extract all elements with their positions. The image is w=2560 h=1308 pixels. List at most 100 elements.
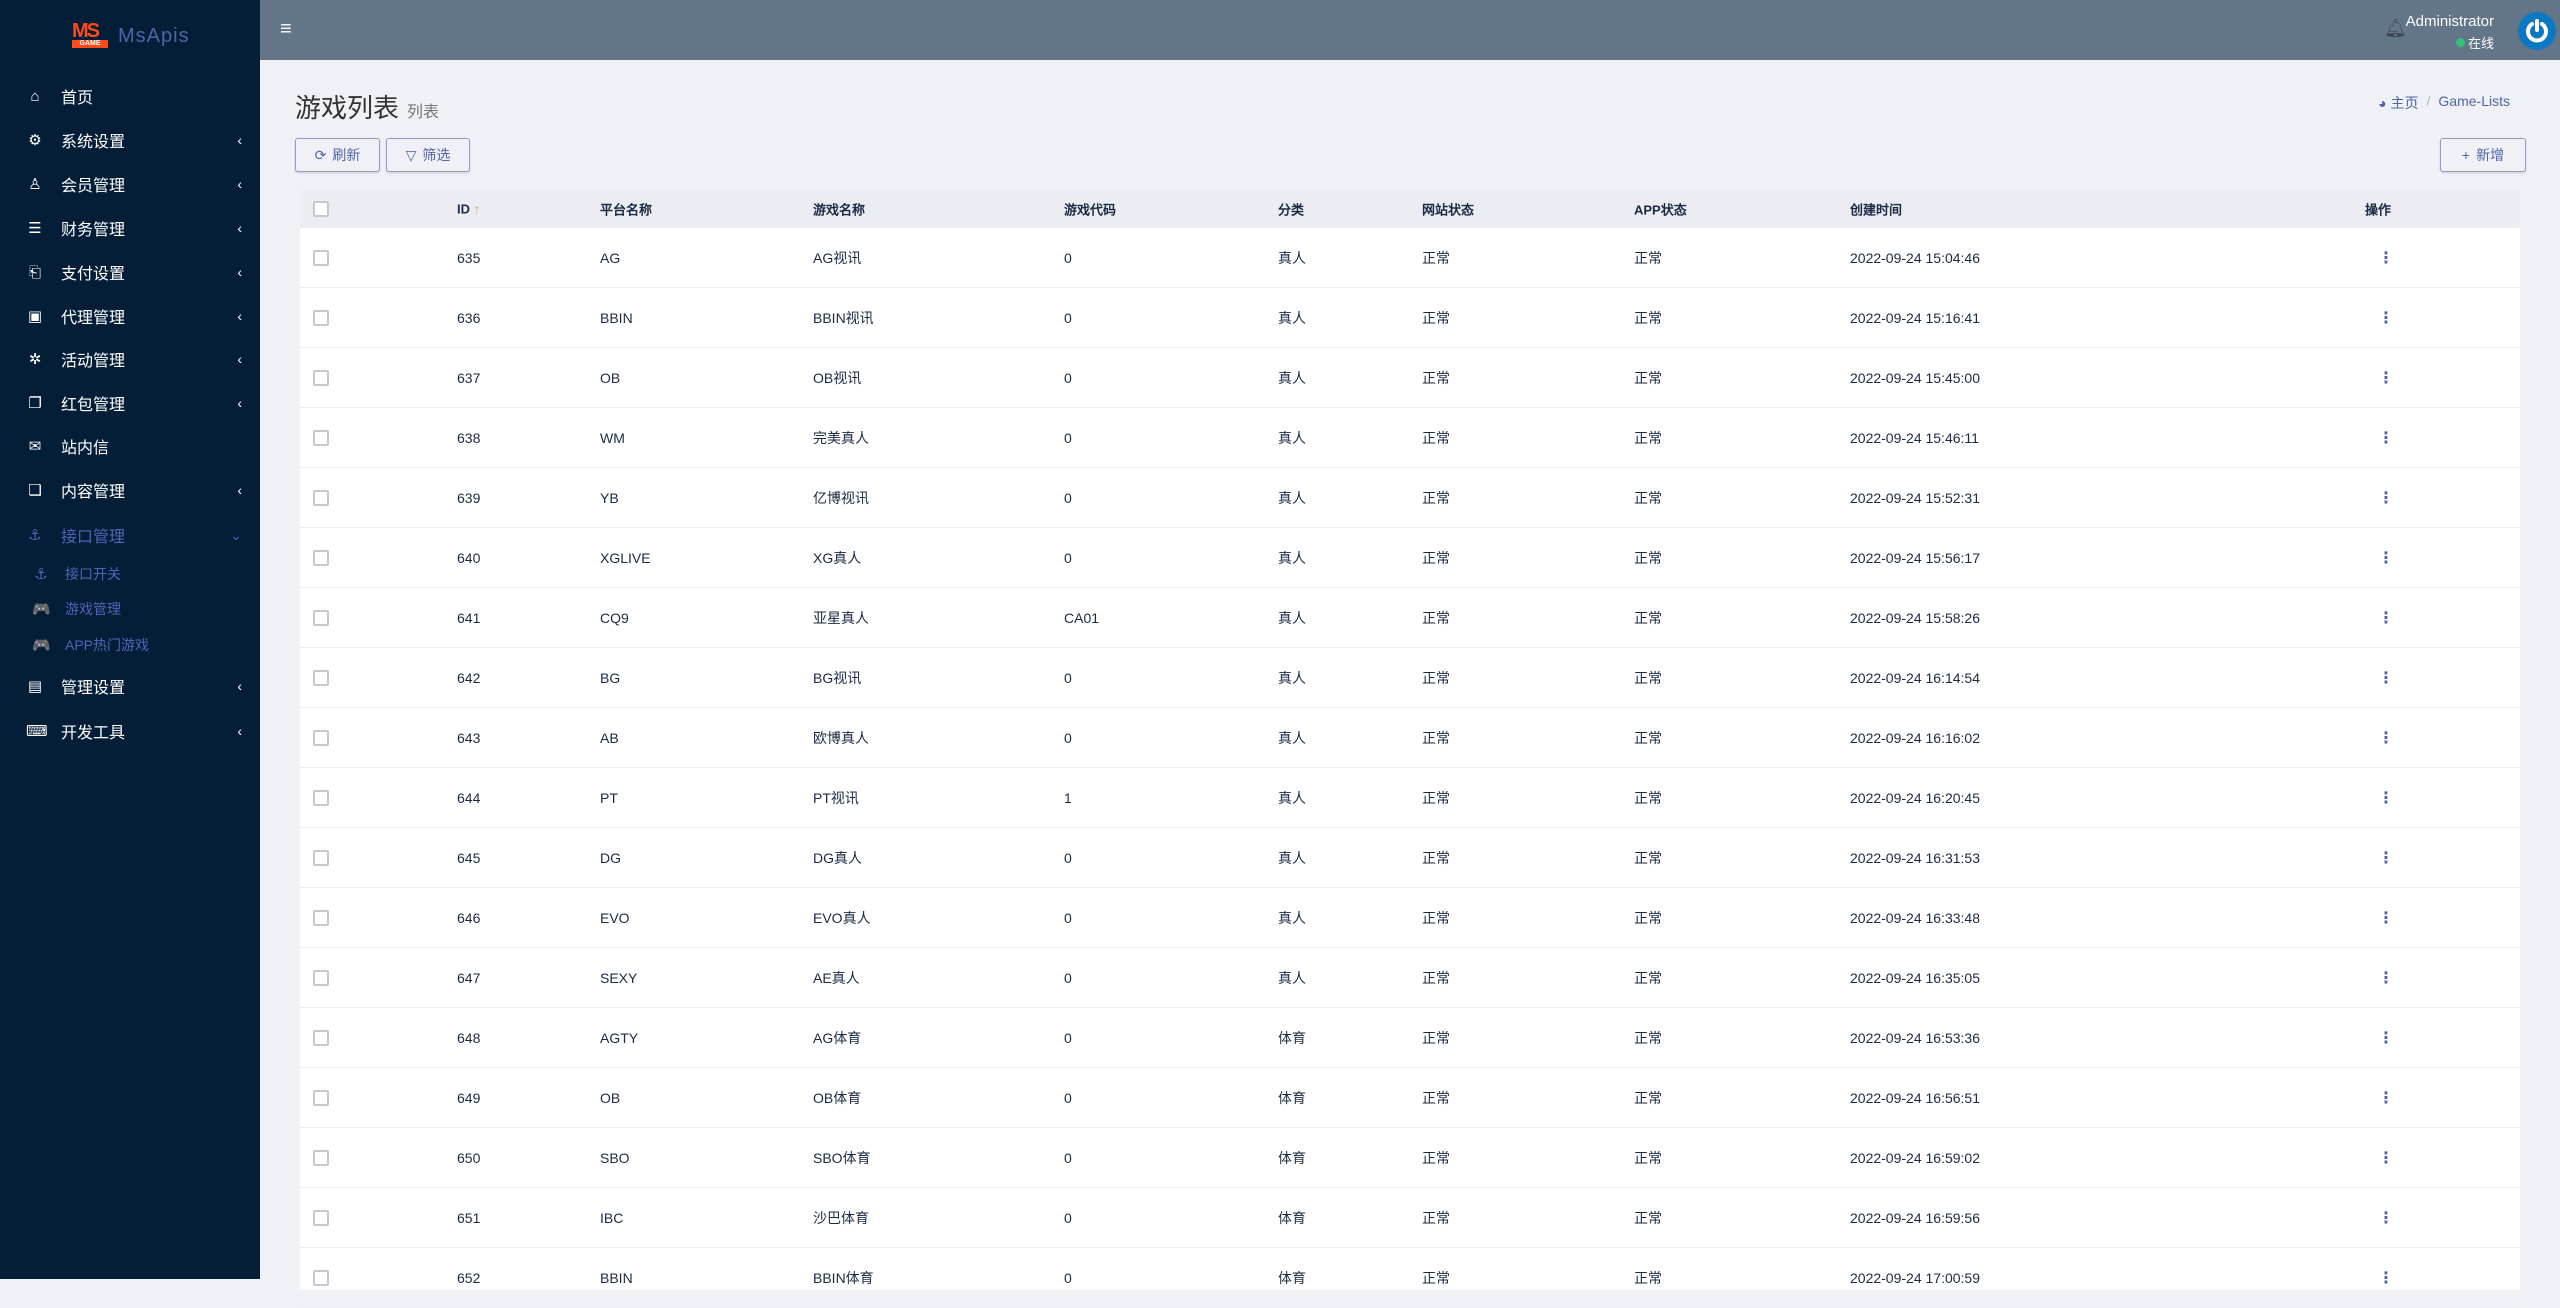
table-cell: 642 bbox=[457, 669, 481, 686]
row-actions-icon[interactable]: ⋮ bbox=[2378, 429, 2394, 447]
row-actions-icon[interactable]: ⋮ bbox=[2378, 609, 2394, 627]
row-checkbox[interactable] bbox=[313, 1209, 329, 1226]
row-checkbox[interactable] bbox=[313, 1029, 329, 1046]
row-actions-icon[interactable]: ⋮ bbox=[2378, 969, 2394, 987]
row-checkbox[interactable] bbox=[313, 609, 329, 626]
menu-toggle-icon[interactable]: ≡ bbox=[280, 18, 292, 40]
row-actions-icon[interactable]: ⋮ bbox=[2378, 249, 2394, 267]
table-cell: SBO体育 bbox=[813, 1149, 871, 1166]
sidebar-item[interactable]: ☰ 财务管理 ‹ bbox=[0, 208, 260, 248]
column-header: 网站状态 bbox=[1422, 200, 1474, 219]
bell-icon[interactable]: 🔔︎ bbox=[2384, 18, 2407, 38]
table-cell: 正常 bbox=[1634, 1089, 1662, 1106]
breadcrumb-home[interactable]: ◕ 主页 bbox=[2378, 93, 2418, 113]
row-actions-icon[interactable]: ⋮ bbox=[2378, 789, 2394, 807]
table-cell: YB bbox=[600, 489, 619, 506]
row-checkbox[interactable] bbox=[313, 789, 329, 806]
filter-label: 筛选 bbox=[422, 147, 451, 163]
row-actions-icon[interactable]: ⋮ bbox=[2378, 909, 2394, 927]
page-subtitle: 列表 bbox=[407, 104, 440, 121]
sidebar-item[interactable]: ❐ 红包管理 ‹ bbox=[0, 383, 260, 423]
row-checkbox[interactable] bbox=[313, 249, 329, 266]
row-checkbox[interactable] bbox=[313, 849, 329, 866]
table-cell: 正常 bbox=[1422, 549, 1450, 566]
sidebar-item[interactable]: ⌂ 首页 bbox=[0, 76, 260, 116]
sidebar-item[interactable]: ▤ 管理设置 ‹ bbox=[0, 666, 260, 706]
table-cell: 2022-09-24 16:56:51 bbox=[1850, 1089, 1980, 1106]
row-checkbox[interactable] bbox=[313, 489, 329, 506]
row-checkbox[interactable] bbox=[313, 369, 329, 386]
row-actions-icon[interactable]: ⋮ bbox=[2378, 369, 2394, 387]
sort-asc-icon[interactable]: ↑ bbox=[473, 201, 481, 217]
row-checkbox[interactable] bbox=[313, 1149, 329, 1166]
row-actions-icon[interactable]: ⋮ bbox=[2378, 729, 2394, 747]
row-checkbox[interactable] bbox=[313, 909, 329, 926]
row-actions-icon[interactable]: ⋮ bbox=[2378, 489, 2394, 507]
table-cell: BBIN bbox=[600, 309, 633, 326]
table-cell: 正常 bbox=[1422, 369, 1450, 386]
sidebar-item[interactable]: ⚙ 系统设置 ‹ bbox=[0, 120, 260, 160]
sidebar-item[interactable]: ⚓ 接口管理 ⌄ bbox=[0, 515, 260, 555]
sidebar-subitem[interactable]: ⚓ 接口开关 bbox=[0, 557, 260, 591]
row-checkbox[interactable] bbox=[313, 549, 329, 566]
table-cell: 0 bbox=[1064, 909, 1072, 926]
table-row: 637 OB OB视讯 0 真人 正常 正常 2022-09-24 15:45:00 ⋮ bbox=[300, 348, 2520, 408]
refresh-button[interactable]: ⟳ 刷新 bbox=[295, 138, 380, 172]
select-all-checkbox[interactable] bbox=[313, 201, 329, 217]
table-cell: 2022-09-24 15:52:31 bbox=[1850, 489, 1980, 506]
row-actions-icon[interactable]: ⋮ bbox=[2378, 1089, 2394, 1107]
row-actions-icon[interactable]: ⋮ bbox=[2378, 1269, 2394, 1287]
sidebar-item[interactable]: ❏ 内容管理 ‹ bbox=[0, 470, 260, 510]
row-checkbox[interactable] bbox=[313, 429, 329, 446]
column-header[interactable]: ID ↑ bbox=[457, 202, 480, 217]
table-row: 642 BG BG视讯 0 真人 正常 正常 2022-09-24 16:14:54 ⋮ bbox=[300, 648, 2520, 708]
sidebar-item-label: 站内信 bbox=[61, 440, 110, 457]
sidebar-item[interactable]: ✉ 站内信 bbox=[0, 426, 260, 466]
table-cell: 体育 bbox=[1278, 1269, 1306, 1286]
add-button[interactable]: + 新增 bbox=[2440, 138, 2526, 172]
row-actions-icon[interactable]: ⋮ bbox=[2378, 309, 2394, 327]
row-actions-icon[interactable]: ⋮ bbox=[2378, 849, 2394, 867]
sidebar-subitem-label: APP热门游戏 bbox=[65, 637, 150, 653]
sidebar-item[interactable]: ▣ 代理管理 ‹ bbox=[0, 296, 260, 336]
row-checkbox[interactable] bbox=[313, 1269, 329, 1286]
table-cell: 正常 bbox=[1634, 249, 1662, 266]
row-checkbox[interactable] bbox=[313, 309, 329, 326]
row-checkbox[interactable] bbox=[313, 1089, 329, 1106]
table-cell: 正常 bbox=[1634, 1149, 1662, 1166]
sidebar-item-label: 管理设置 bbox=[61, 680, 126, 697]
table-cell: AG视讯 bbox=[813, 249, 862, 266]
table-cell: 0 bbox=[1064, 369, 1072, 386]
sidebar-subitem[interactable]: 🎮 游戏管理 bbox=[0, 592, 260, 626]
row-checkbox[interactable] bbox=[313, 969, 329, 986]
column-header: 操作 bbox=[2365, 200, 2391, 219]
row-actions-icon[interactable]: ⋮ bbox=[2378, 1209, 2394, 1227]
sidebar-item-label: 会员管理 bbox=[61, 178, 126, 195]
sidebar-subitem-label: 接口开关 bbox=[65, 566, 121, 582]
filter-button[interactable]: ▽ 筛选 bbox=[386, 138, 470, 172]
sidebar-item[interactable]: ⎗ 支付设置 ‹ bbox=[0, 252, 260, 292]
sidebar-item[interactable]: ⌨ 开发工具 ‹ bbox=[0, 711, 260, 751]
row-checkbox[interactable] bbox=[313, 669, 329, 686]
column-header-label: 游戏代码 bbox=[1064, 202, 1117, 218]
avatar[interactable] bbox=[2518, 12, 2556, 50]
table-cell: BBIN bbox=[600, 1269, 633, 1286]
column-header: 分类 bbox=[1278, 200, 1304, 219]
logo[interactable]: MS GAME MsApis bbox=[72, 21, 190, 50]
row-actions-icon[interactable]: ⋮ bbox=[2378, 549, 2394, 567]
sidebar-subitem[interactable]: 🎮 APP热门游戏 bbox=[0, 628, 260, 662]
sidebar-item[interactable]: ✲ 活动管理 ‹ bbox=[0, 339, 260, 379]
user-name[interactable]: Administrator bbox=[2405, 13, 2494, 30]
row-actions-icon[interactable]: ⋮ bbox=[2378, 669, 2394, 687]
topbar: ≡ 🔔︎ Administrator 在线 bbox=[260, 0, 2560, 60]
table-cell: 正常 bbox=[1422, 1209, 1450, 1226]
row-checkbox[interactable] bbox=[313, 729, 329, 746]
chevron-icon: ‹ bbox=[237, 351, 242, 367]
sidebar-item-label: 开发工具 bbox=[61, 725, 126, 742]
row-actions-icon[interactable]: ⋮ bbox=[2378, 1149, 2394, 1167]
sidebar-item[interactable]: ♙ 会员管理 ‹ bbox=[0, 164, 260, 204]
table-cell: 2022-09-24 15:58:26 bbox=[1850, 609, 1980, 626]
table-cell: 正常 bbox=[1422, 1029, 1450, 1046]
row-actions-icon[interactable]: ⋮ bbox=[2378, 1029, 2394, 1047]
table-cell: 0 bbox=[1064, 669, 1072, 686]
